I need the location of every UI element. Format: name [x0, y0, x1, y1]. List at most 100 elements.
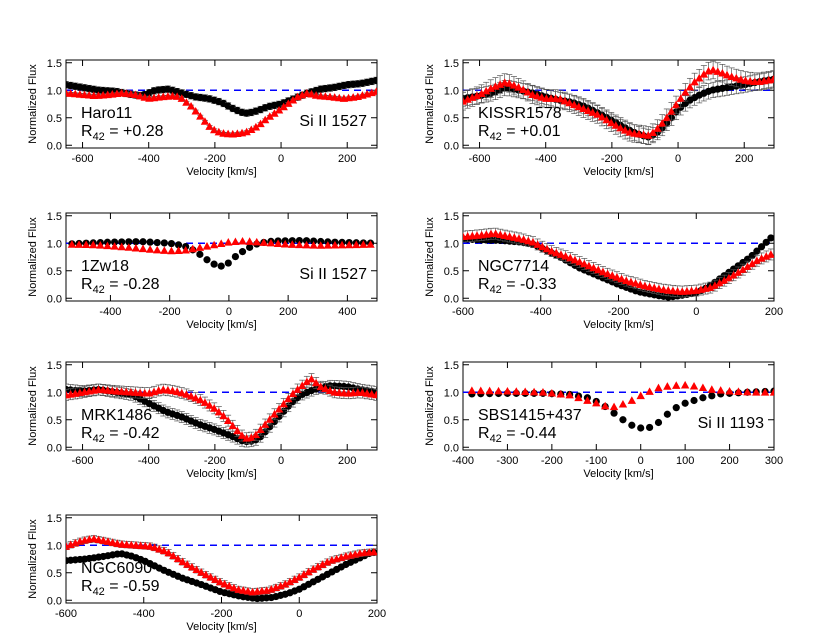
data-point-triangle [716, 386, 725, 394]
x-tick-label: -600 [452, 306, 474, 318]
x-tick-label: -200 [204, 455, 226, 467]
data-point-triangle [285, 577, 295, 586]
data-point-triangle [569, 100, 579, 109]
data-point-triangle [556, 389, 565, 398]
data-point-circle [174, 241, 183, 249]
data-point-triangle [561, 251, 570, 260]
data-point-triangle [533, 240, 542, 248]
data-point-triangle [117, 242, 126, 251]
data-point-triangle [110, 242, 119, 250]
data-point-triangle [532, 91, 542, 100]
x-tick-label: -400 [530, 306, 552, 318]
x-tick-label: -600 [72, 153, 94, 165]
data-point-triangle [159, 546, 169, 555]
data-point-triangle [689, 382, 699, 390]
data-point-triangle [644, 131, 653, 139]
data-point-triangle [698, 383, 708, 392]
y-tick-label: 1.5 [47, 360, 62, 372]
x-tick-label: 200 [368, 608, 386, 620]
data-point-triangle [352, 240, 361, 249]
data-point-circle [310, 237, 318, 245]
data-point-triangle [732, 73, 741, 82]
data-point-circle [699, 394, 707, 402]
data-point-triangle [145, 245, 155, 253]
data-point-triangle [672, 381, 681, 389]
x-tick-label: 0 [226, 306, 232, 318]
data-point-triangle [279, 399, 288, 408]
data-point-circle [118, 238, 126, 246]
data-point-triangle [153, 245, 162, 254]
data-point-triangle [645, 387, 654, 395]
data-point-triangle [681, 88, 690, 96]
galaxy-name: SBS1415+437 [478, 407, 582, 424]
data-point-triangle [251, 122, 261, 131]
data-point-triangle [598, 267, 608, 276]
data-point-triangle [752, 388, 761, 396]
data-point-triangle [671, 100, 681, 109]
data-point-triangle [96, 241, 105, 249]
data-point-triangle [523, 87, 533, 96]
data-point-triangle [762, 252, 771, 260]
panel-ngc7714: -600 -400 -200 0 200 0.0 0.5 1.0 1.5 Velocity [km… [424, 211, 783, 331]
galaxy-name: NGC7714 [478, 258, 549, 275]
data-point-triangle [284, 394, 293, 403]
y-tick-label: 1.5 [444, 360, 459, 372]
r42-value: R42 = -0.42 [81, 425, 160, 445]
data-point-triangle [766, 250, 774, 258]
data-point-triangle [706, 283, 715, 291]
data-point-triangle [467, 386, 477, 394]
plot-frame [65, 361, 378, 451]
data-point-triangle [529, 387, 539, 396]
data-point-triangle [680, 380, 690, 389]
data-point-triangle [223, 416, 233, 425]
data-point-triangle [592, 398, 601, 407]
x-tick-label: 200 [279, 306, 297, 318]
data-point-triangle [662, 113, 672, 122]
panel-sbs1415-437: -400 -300 -200 -100 0 100 200 300 0.0 0.5 1.0 1.5 Ve… [424, 360, 783, 480]
x-tick-label: 0 [278, 455, 284, 467]
data-point-triangle [237, 431, 247, 439]
x-tick-label: -400 [535, 153, 557, 165]
data-point-triangle [131, 90, 140, 99]
data-point-triangle [313, 562, 323, 571]
y-tick-label: 0.5 [47, 266, 62, 278]
data-point-triangle [302, 240, 311, 249]
y-tick-label: 0.5 [444, 415, 459, 427]
data-point-triangle [103, 241, 112, 250]
data-point-triangle [186, 391, 196, 400]
r42-value: R42 = -0.28 [81, 276, 160, 296]
r42-value: R42 = +0.28 [81, 123, 164, 143]
data-point-triangle [270, 410, 279, 418]
data-point-triangle [316, 382, 325, 391]
data-point-triangle [211, 575, 220, 583]
data-point-triangle [757, 254, 766, 262]
data-point-circle [302, 237, 311, 245]
x-tick-label: -200 [541, 455, 563, 467]
x-tick-label: -100 [585, 455, 607, 467]
data-point-triangle [214, 127, 224, 136]
y-tick-label: 0.5 [444, 266, 459, 278]
y-tick-label: 1.5 [444, 58, 459, 70]
y-tick-label: 0.0 [444, 293, 459, 305]
plot-frame [65, 59, 378, 149]
data-point-triangle [521, 387, 530, 396]
data-point-triangle [603, 269, 612, 278]
data-point-triangle [481, 86, 491, 95]
x-tick-label: -600 [469, 153, 491, 165]
galaxy-name: KISSR1578 [478, 105, 562, 122]
panel-mrk1486: -600 -400 -200 0 200 0.0 0.5 1.0 1.5 Velocity [km… [27, 360, 378, 480]
data-point-triangle [295, 572, 304, 581]
data-point-triangle [242, 127, 251, 136]
data-point-triangle [177, 388, 186, 397]
data-point-triangle [225, 581, 234, 590]
x-axis-label: Velocity [km/s] [583, 319, 653, 331]
data-point-triangle [256, 119, 265, 128]
data-point-triangle [729, 271, 738, 279]
data-point-triangle [547, 246, 556, 255]
data-point-triangle [575, 257, 584, 266]
data-point-triangle [131, 243, 141, 252]
data-point-triangle [173, 554, 183, 563]
x-axis-label: Velocity [km/s] [186, 319, 256, 331]
data-point-triangle [290, 575, 299, 583]
data-point-triangle [209, 240, 219, 249]
